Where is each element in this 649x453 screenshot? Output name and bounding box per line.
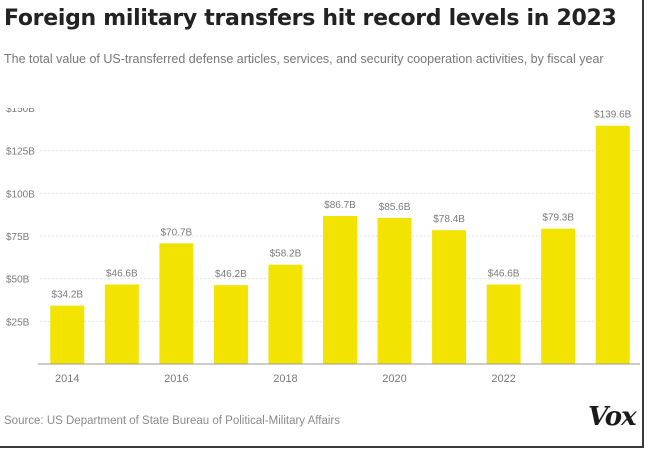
bar-value-label: $34.2B (51, 290, 83, 301)
bar-value-label: $78.4B (433, 214, 465, 225)
bar-value-label: $86.7B (324, 200, 356, 211)
bar (50, 305, 85, 364)
x-tick-label: 2018 (273, 373, 297, 385)
y-tick-label: $50B (6, 275, 30, 286)
x-tick-label: 2020 (382, 373, 406, 385)
y-tick-label: $100B (6, 189, 35, 200)
bar-value-label: $70.7B (161, 227, 193, 238)
y-tick-label: $150B (6, 108, 35, 115)
chart-title: Foreign military transfers hit record le… (4, 6, 617, 31)
x-tick-label: 2016 (164, 373, 188, 385)
bar (432, 230, 467, 364)
bar-value-label: $46.6B (106, 268, 138, 279)
bar (377, 217, 412, 364)
bar (159, 243, 194, 364)
vox-logo: Vox (588, 402, 637, 432)
bar (541, 228, 576, 364)
bar-value-label: $85.6B (379, 202, 411, 213)
chart-subtitle: The total value of US-transferred defens… (4, 52, 604, 66)
y-tick-label: $25B (6, 317, 30, 328)
bar-chart: $25B $50B $75B $100B $125B $150B $34.2B $46.6B $… (6, 108, 640, 385)
x-tick-label: 2022 (491, 373, 515, 385)
bar-value-label: $139.6B (594, 110, 632, 121)
bar (323, 216, 357, 364)
bar-value-label: $58.2B (270, 249, 302, 260)
bar (595, 125, 630, 364)
bar (213, 285, 248, 364)
bar-value-label: $46.6B (488, 268, 520, 279)
bar (486, 284, 521, 364)
y-tick-label: $125B (6, 147, 35, 158)
y-tick-label: $75B (6, 232, 30, 243)
x-tick-label: 2014 (55, 373, 79, 385)
bar-value-label: $46.2B (215, 269, 247, 280)
bar (104, 284, 139, 364)
bar-value-label: $79.3B (542, 213, 574, 224)
bar (268, 264, 303, 364)
source-note: Source: US Department of State Bureau of… (4, 415, 340, 427)
